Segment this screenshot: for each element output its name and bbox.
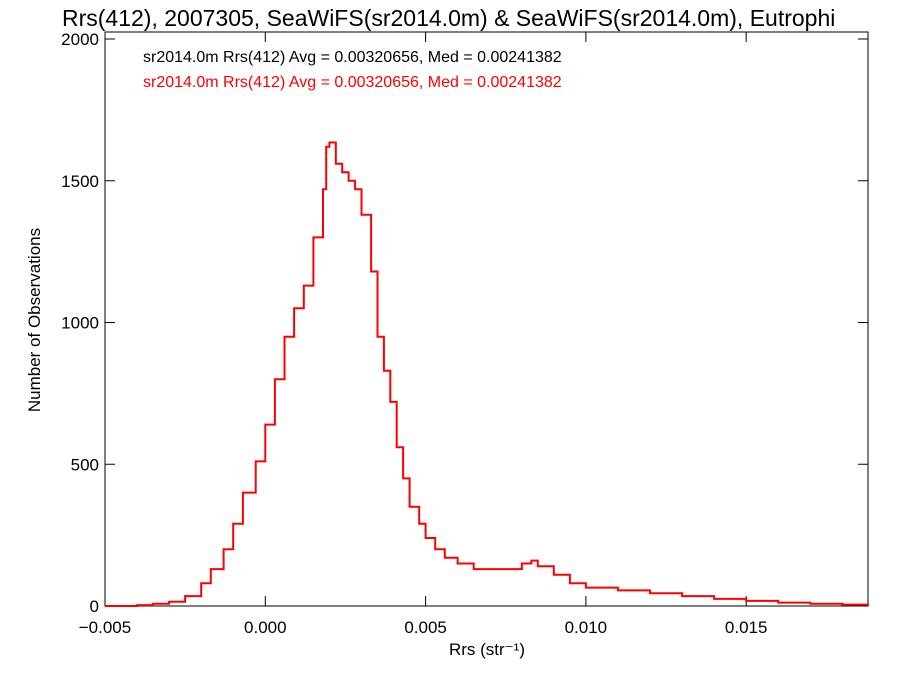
legend-entry: sr2014.0m Rrs(412) Avg = 0.00320656, Med…	[143, 74, 562, 91]
x-tick-label: 0.015	[725, 618, 768, 637]
x-tick-label: 0.010	[565, 618, 608, 637]
y-tick-label: 1000	[61, 314, 99, 333]
legend: sr2014.0m Rrs(412) Avg = 0.00320656, Med…	[143, 49, 562, 91]
y-tick-label: 2000	[61, 30, 99, 49]
y-axis: 0 500 1000 1500 2000	[61, 30, 868, 616]
histogram-series-line	[105, 141, 869, 607]
y-tick-label: 1500	[61, 172, 99, 191]
legend-entry: sr2014.0m Rrs(412) Avg = 0.00320656, Med…	[143, 49, 562, 66]
plot-frame	[104, 31, 869, 607]
y-tick-label: 0	[90, 597, 99, 616]
x-axis-title: Rrs (str⁻¹)	[449, 640, 525, 659]
x-axis: −0.005 0.000 0.005 0.010 0.015	[79, 32, 768, 637]
x-tick-label: −0.005	[79, 618, 131, 637]
y-tick-label: 500	[71, 455, 99, 474]
x-tick-label: 0.000	[244, 618, 287, 637]
chart-title: Rrs(412), 2007305, SeaWiFS(sr2014.0m) & …	[62, 5, 835, 31]
y-axis-title: Number of Observations	[25, 228, 44, 412]
series-layer	[105, 141, 869, 607]
x-tick-label: 0.005	[404, 618, 447, 637]
